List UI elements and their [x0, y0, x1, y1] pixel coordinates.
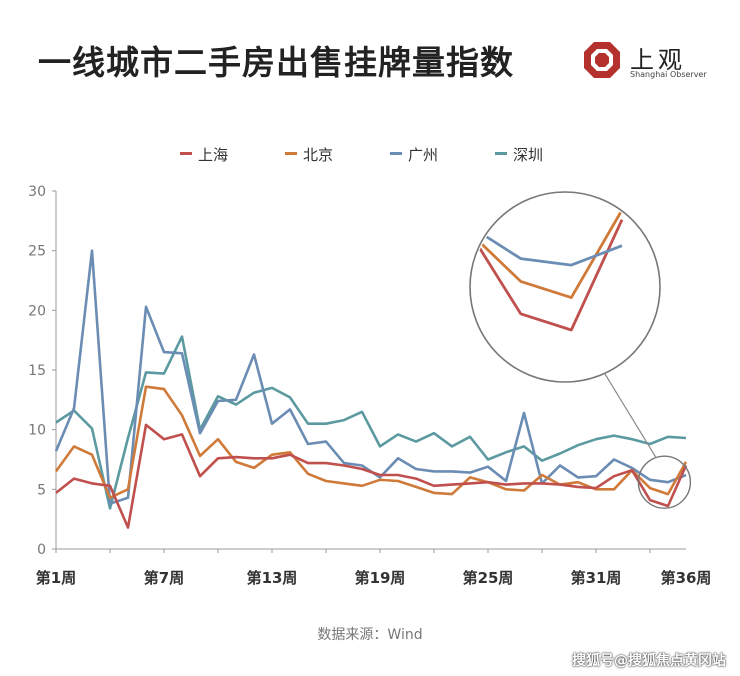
y-tick-label: 5 — [37, 482, 46, 498]
zoom-circle — [469, 191, 661, 383]
y-tick-label: 30 — [28, 184, 46, 200]
legend-item: 深圳 — [495, 144, 543, 166]
y-tick-label: 25 — [28, 244, 46, 260]
brand-logo-icon — [584, 42, 620, 78]
brand-logo-block: 上观 Shanghai Observer — [582, 40, 712, 84]
legend-item: 上海 — [180, 144, 228, 166]
chart-title: 一线城市二手房出售挂牌量指数 — [38, 43, 514, 82]
x-tick-label: 第19周 — [355, 569, 406, 587]
legend-swatch — [390, 152, 402, 155]
x-tick-label: 第25周 — [463, 569, 514, 587]
data-source: 数据来源：Wind — [317, 627, 423, 643]
y-tick-label: 15 — [28, 363, 46, 379]
watermark: 搜狐号@搜狐焦点黄冈站 — [572, 653, 726, 669]
y-tick-label: 10 — [28, 423, 46, 439]
legend-swatch — [180, 152, 192, 155]
zoom-line-广州 — [472, 225, 623, 267]
zoom-line-北京 — [472, 209, 624, 299]
zoom-line-上海 — [472, 219, 624, 332]
y-tick-label: 20 — [28, 303, 46, 319]
x-tick-label: 第31周 — [571, 569, 622, 587]
x-tick-label: 第7周 — [144, 569, 184, 587]
legend-item: 北京 — [285, 144, 333, 166]
series-line-上海 — [55, 423, 688, 529]
legend-label: 广州 — [408, 146, 439, 164]
x-tick-label: 第13周 — [247, 569, 298, 587]
legend-swatch — [285, 152, 297, 155]
brand-name: 上观 — [630, 46, 686, 74]
legend-label: 北京 — [303, 146, 334, 164]
legend-item: 广州 — [390, 144, 438, 166]
series-line-深圳 — [55, 335, 687, 510]
legend-label: 上海 — [198, 146, 229, 164]
zoom-lines — [472, 209, 624, 332]
y-tick-label: 0 — [37, 542, 46, 558]
legend-swatch — [495, 152, 507, 155]
series-line-北京 — [54, 385, 688, 499]
zoom-connector — [604, 373, 657, 459]
highlight-circle — [637, 455, 692, 509]
x-tick-label: 第1周 — [36, 569, 76, 587]
brand-subtitle: Shanghai Observer — [630, 70, 707, 79]
legend-label: 深圳 — [513, 146, 544, 164]
x-tick-label: 第36周 — [661, 569, 712, 587]
